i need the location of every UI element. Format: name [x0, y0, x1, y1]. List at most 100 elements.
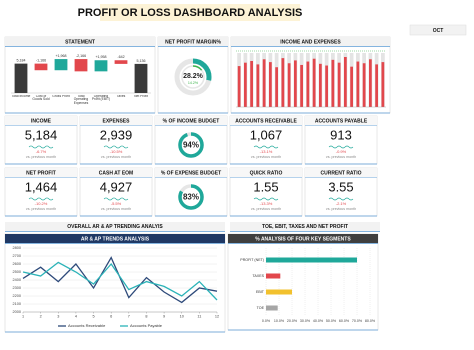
bar	[294, 60, 297, 107]
sparkline	[28, 145, 54, 149]
bar	[250, 60, 253, 107]
kpi-header	[155, 168, 227, 177]
kpi-value: 4,927	[100, 179, 133, 194]
waterfall-bar	[114, 60, 128, 64]
x-tick-label: 12	[215, 315, 219, 319]
bar	[287, 63, 291, 107]
category-label-box: Gross Profit	[52, 94, 70, 98]
kpi-note: vs. previous month	[326, 207, 356, 211]
kpi-change: -5.5%	[111, 201, 122, 206]
x-tick-label: 1	[22, 315, 24, 319]
section-title: TOE, EBIT, TAXES AND NET PROFIT	[262, 224, 348, 230]
category-label-box: Operating Profit (EBIT)	[92, 95, 110, 101]
data-label: +1,968	[55, 54, 66, 58]
hbar	[266, 289, 292, 295]
donut-arc	[178, 184, 204, 210]
data-label: 5,184	[17, 59, 26, 63]
donut-secondary: 14.2%	[188, 81, 199, 85]
x-tick-label: 9	[163, 315, 165, 319]
series-line	[22, 261, 218, 301]
category-label-box: Taxes	[116, 94, 126, 98]
kpi-note: vs. previous month	[26, 155, 56, 159]
bar	[344, 57, 347, 107]
bar	[381, 62, 385, 107]
kpi-change: -13.1%	[260, 149, 273, 154]
hbar	[266, 257, 357, 263]
x-tick-label: 4	[75, 315, 77, 319]
panel-header	[5, 234, 225, 243]
panel-header	[158, 37, 228, 46]
category-label: PROFIT (NET)	[240, 258, 264, 262]
data-label: -642	[117, 55, 124, 59]
kpi-value: 1,464	[25, 179, 58, 194]
panel-header	[5, 37, 155, 46]
donut-arc	[174, 58, 212, 96]
sparkline	[103, 145, 129, 149]
donut-arc	[181, 65, 205, 89]
kpi-value: 5,184	[25, 127, 58, 142]
bar	[300, 64, 303, 107]
waterfall-bar	[134, 63, 148, 93]
panel-title: STATEMENT	[65, 39, 95, 45]
x-tick-label: 2	[40, 315, 42, 319]
waterfall-bar	[74, 59, 88, 72]
y-tick-label: 2100	[13, 302, 21, 306]
category-label-box: Cost of Goods Sold	[32, 95, 49, 101]
kpi-header	[230, 116, 302, 125]
sparkline	[328, 197, 354, 201]
waterfall-bar	[54, 59, 68, 71]
hbar	[266, 273, 281, 279]
bar	[350, 66, 353, 107]
bar	[331, 59, 335, 107]
kpi-note: vs. previous month	[26, 207, 56, 211]
panel-title: NET PROFIT MARGIN%	[165, 39, 221, 45]
bar	[312, 58, 316, 107]
x-tick-label: 70.0%	[352, 319, 363, 323]
kpi-header	[305, 116, 377, 125]
title-band	[100, 4, 300, 21]
panel-title: % ANALYSIS OF FOUR KEY SEGMENTS	[255, 236, 351, 242]
y-tick-label: 2000	[13, 310, 21, 314]
category-label-box: Total Income	[12, 95, 31, 98]
category-label-box: Total Operating Expenses	[73, 94, 89, 105]
x-tick-label: 80.0%	[365, 319, 376, 323]
kpi-title: ACCOUNTS PAYABLE	[315, 118, 368, 124]
x-tick-label: 7	[128, 315, 130, 319]
kpi-title: EXPENSES	[103, 118, 131, 124]
month-selector[interactable]	[409, 24, 467, 36]
kpi-value: 913	[330, 127, 352, 142]
x-tick-label: 6	[110, 315, 112, 319]
kpi-header	[5, 116, 77, 125]
category-label: Gross Profit	[52, 94, 70, 98]
kpi-title: CURRENT RATIO	[320, 170, 361, 176]
kpi-change: -6.7%	[36, 149, 47, 154]
kpi-value: 3.55	[328, 179, 353, 194]
dashboard-title: PROFIT OR LOSS DASHBOARD ANALYSIS	[78, 7, 303, 19]
category-label: TAXES	[252, 274, 264, 278]
kpi-title: ACCOUNTS RECEIVABLE	[235, 118, 297, 124]
y-tick-label: 2600	[13, 262, 21, 266]
panel	[230, 36, 391, 114]
section-header	[230, 222, 380, 231]
bar	[362, 63, 366, 107]
kpi-header	[230, 168, 302, 177]
kpi-header	[80, 168, 152, 177]
data-label: -2,166	[76, 54, 86, 58]
kpi-value: 1.55	[253, 179, 278, 194]
category-label: Taxes	[116, 94, 126, 98]
category-label: Total Operating Expenses	[73, 94, 89, 105]
kpi-title: QUICK RATIO	[250, 170, 283, 176]
category-label: EBIT	[256, 290, 265, 294]
x-tick-label: 20.0%	[287, 319, 298, 323]
panel-header	[231, 37, 390, 46]
kpi-note: vs. previous month	[251, 207, 281, 211]
panel-title: INCOME AND EXPENSES	[280, 39, 341, 45]
kpi-header	[305, 168, 377, 177]
category-label: TOE	[257, 306, 265, 310]
kpi-header	[80, 116, 152, 125]
bar	[244, 62, 247, 107]
x-tick-label: 3	[57, 315, 59, 319]
sparkline	[103, 197, 129, 201]
legend-label: Accounts Receivable	[68, 323, 106, 328]
